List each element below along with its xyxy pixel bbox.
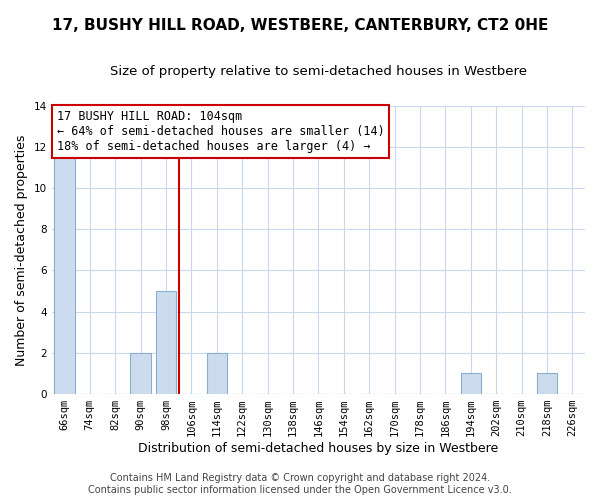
Text: 17 BUSHY HILL ROAD: 104sqm
← 64% of semi-detached houses are smaller (14)
18% of: 17 BUSHY HILL ROAD: 104sqm ← 64% of semi… <box>57 110 385 153</box>
Text: 17, BUSHY HILL ROAD, WESTBERE, CANTERBURY, CT2 0HE: 17, BUSHY HILL ROAD, WESTBERE, CANTERBUR… <box>52 18 548 32</box>
Bar <box>156 291 176 394</box>
Bar <box>130 353 151 394</box>
Bar <box>206 353 227 394</box>
Bar <box>54 147 74 394</box>
Bar <box>461 374 481 394</box>
X-axis label: Distribution of semi-detached houses by size in Westbere: Distribution of semi-detached houses by … <box>138 442 499 455</box>
Bar <box>537 374 557 394</box>
Title: Size of property relative to semi-detached houses in Westbere: Size of property relative to semi-detach… <box>110 65 527 78</box>
Y-axis label: Number of semi-detached properties: Number of semi-detached properties <box>15 134 28 366</box>
Text: Contains HM Land Registry data © Crown copyright and database right 2024.
Contai: Contains HM Land Registry data © Crown c… <box>88 474 512 495</box>
